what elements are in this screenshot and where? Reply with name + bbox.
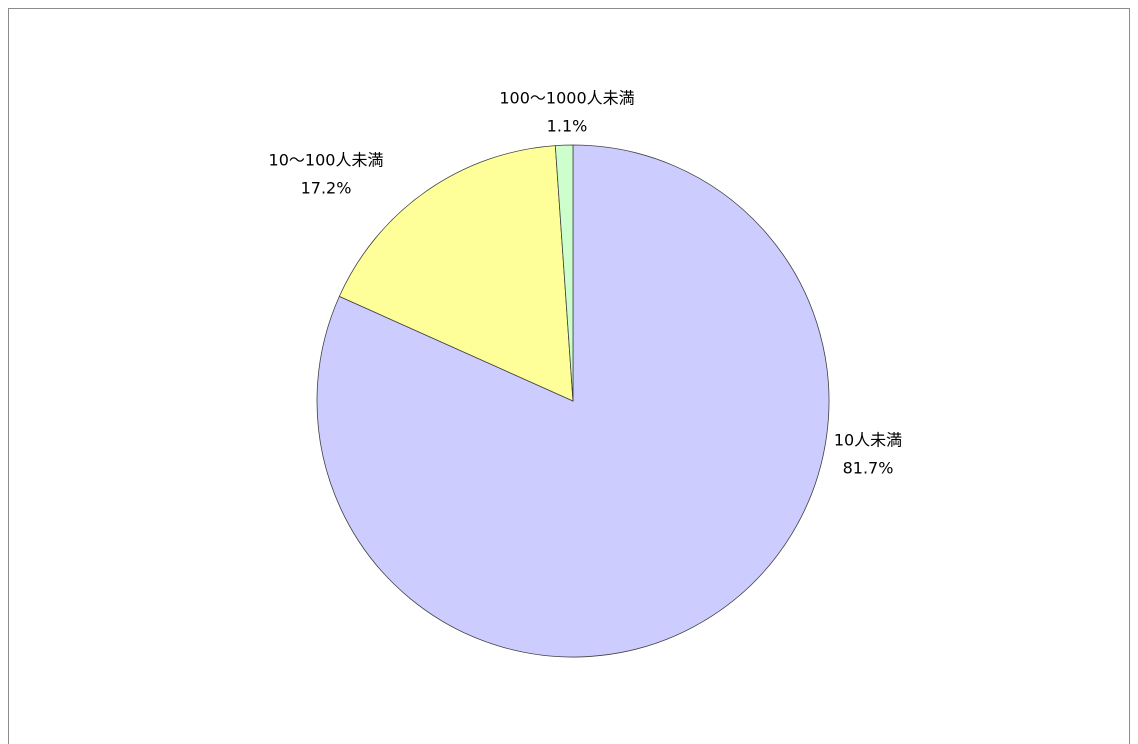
pie-slice xyxy=(338,145,574,402)
slice-label: 10〜100人未満 xyxy=(269,151,384,170)
pie-slice xyxy=(316,144,830,658)
slice-value-label: 1.1% xyxy=(547,117,588,136)
pie-slice xyxy=(554,144,574,402)
slice-value-label: 81.7% xyxy=(843,459,894,478)
slice-label: 100〜1000人未満 xyxy=(499,89,634,108)
slice-value-label: 17.2% xyxy=(301,179,352,198)
slice-label: 10人未満 xyxy=(834,431,902,450)
